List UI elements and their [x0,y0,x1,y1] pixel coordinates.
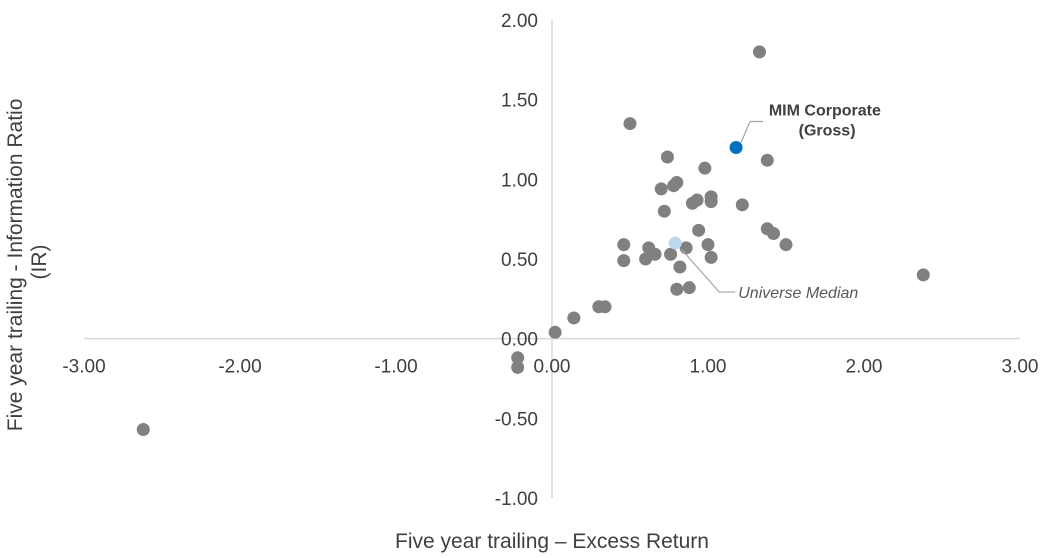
universe-point [660,150,674,164]
annotations: MIM Corporate (Gross) Universe Median [680,102,885,302]
universe-point [735,198,749,212]
y-tick-label: 1.00 [501,170,538,191]
universe-point [704,190,718,204]
x-axis-title: Five year trailing – Excess Return [395,530,709,553]
y-axis-title-line-2: (IR) [28,245,51,280]
x-tick-label: 3.00 [1002,357,1039,378]
y-tick-label: 0.00 [501,330,538,351]
universe-point [567,311,581,325]
highlight-label: MIM Corporate (Gross) [769,102,885,139]
axes [84,20,1020,498]
universe-point [136,422,150,436]
x-tick-label: -1.00 [374,357,417,378]
universe-point [779,238,793,252]
x-tick-labels: -3.00 -2.00 -1.00 0.00 1.00 2.00 3.00 [62,357,1038,378]
highlight-leader-line [740,120,764,143]
data-points [136,45,930,436]
universe-point [657,204,671,218]
y-tick-label: 0.50 [501,250,538,271]
universe-point [704,250,718,264]
median-label: Universe Median [738,285,858,302]
universe-point [752,45,766,59]
universe-point [598,300,612,314]
universe-point [670,176,684,190]
universe-point [670,282,684,296]
universe-point [548,325,562,339]
y-tick-label: 1.50 [501,91,538,112]
universe-point [623,117,637,131]
x-tick-label: -2.00 [218,357,261,378]
universe-point [617,238,631,252]
universe-point [690,193,704,207]
median-point [668,236,682,250]
highlight-point [729,140,743,154]
universe-point [701,238,715,252]
median-leader-line [680,248,736,293]
universe-point [511,351,525,365]
universe-point [767,227,781,241]
universe-point [648,247,662,261]
highlight-label-line-1: MIM Corporate [769,102,881,119]
y-axis-title: Five year trailing - Information Ratio (… [4,93,51,431]
universe-point [654,182,668,196]
universe-point [682,281,696,295]
y-tick-labels: 2.00 1.50 1.00 0.50 0.00 -0.50 -1.00 [495,11,538,510]
x-tick-label: 0.00 [534,357,571,378]
universe-point [511,360,525,374]
y-tick-label: 2.00 [501,11,538,32]
y-tick-label: -1.00 [495,489,538,510]
universe-point [664,247,678,261]
highlight-label-line-2: (Gross) [799,122,856,139]
x-tick-label: 1.00 [690,357,727,378]
universe-point [673,260,687,274]
universe-point [692,223,706,237]
y-axis-title-line-1: Five year trailing - Information Ratio [4,99,27,432]
universe-point [617,254,631,268]
y-tick-label: -0.50 [495,409,538,430]
x-tick-label: 2.00 [846,357,883,378]
universe-point [760,153,774,167]
universe-point [916,268,930,282]
universe-point [698,161,712,175]
x-tick-label: -3.00 [62,357,105,378]
